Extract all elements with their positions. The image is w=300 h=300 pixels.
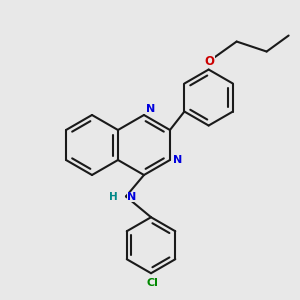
Text: Cl: Cl [146, 278, 158, 288]
Text: O: O [205, 55, 214, 68]
Text: N: N [127, 192, 136, 203]
Text: H: H [109, 192, 118, 203]
Text: N: N [146, 104, 155, 114]
Text: N: N [173, 155, 182, 165]
